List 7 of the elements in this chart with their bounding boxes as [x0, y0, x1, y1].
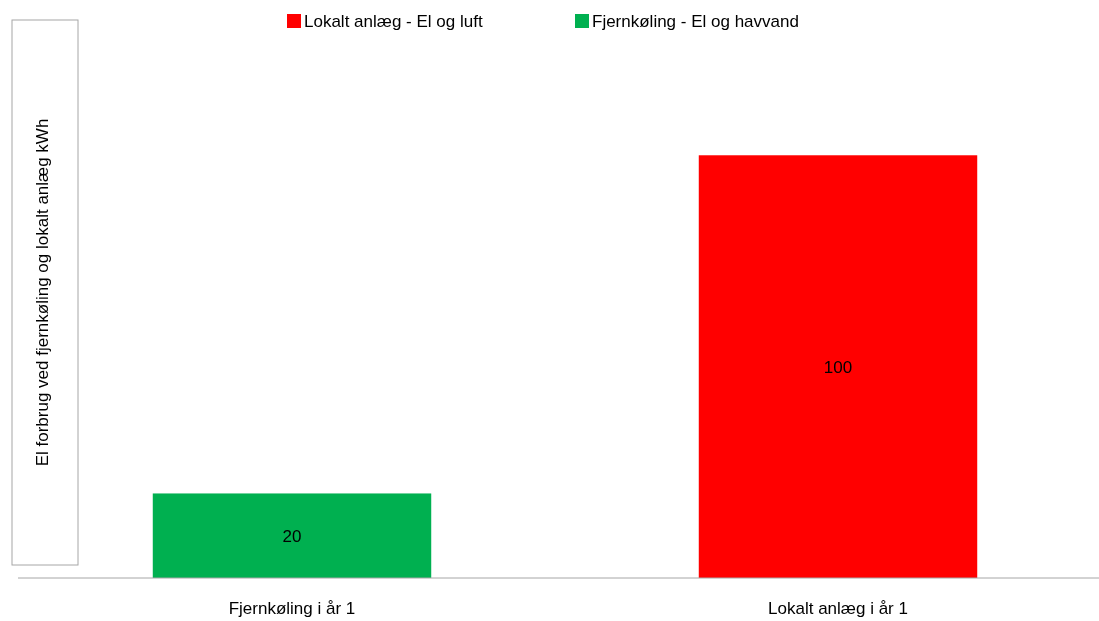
x-tick-label: Lokalt anlæg i år 1	[768, 599, 908, 618]
data-label: 100	[823, 357, 853, 377]
legend-label: Fjernkøling - El og havvand	[592, 12, 799, 31]
x-tick-label: Fjernkøling i år 1	[228, 599, 356, 618]
y-axis-title: El forbrug ved fjernkøling og lokalt anlæg kWh	[33, 118, 52, 467]
legend-label: Lokalt anlæg - El og luft	[304, 12, 483, 31]
data-label: 20	[282, 526, 302, 546]
